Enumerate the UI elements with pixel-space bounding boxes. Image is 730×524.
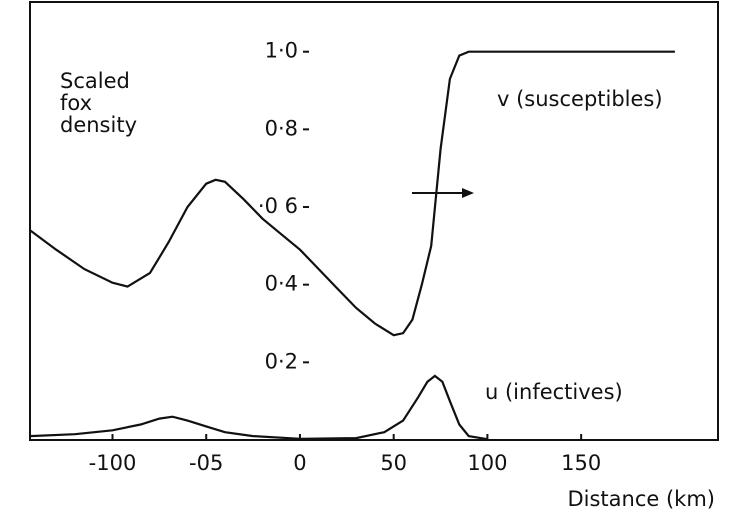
y-label-line: Scaled — [60, 69, 130, 93]
y-label-line: fox — [60, 91, 92, 115]
x-tick-label: 0 — [293, 451, 306, 475]
x-tick-label: -100 — [89, 451, 137, 475]
x-tick-label: 150 — [561, 451, 601, 475]
series-line — [29, 50, 675, 337]
x-tick-label: -05 — [189, 451, 223, 475]
x-tick-label: 100 — [467, 451, 507, 475]
series-line — [29, 374, 488, 441]
series-label: u (infectives) — [485, 380, 623, 404]
plot-frame — [29, 1, 719, 441]
y-tick-label: ·0 6 — [258, 194, 298, 218]
y-tick-label: 0·8 — [265, 116, 298, 140]
y-tick-label: 1·0 — [265, 39, 298, 63]
speed-arrow — [412, 188, 474, 198]
x-tick-label: 50 — [380, 451, 407, 475]
x-axis-label: Distance (km) — [567, 487, 715, 511]
series-label: v (susceptibles) — [497, 87, 663, 111]
y-tick-label: 0·2 — [265, 349, 298, 373]
y-label-line: density — [60, 113, 137, 137]
y-tick-label: 0·4 — [265, 272, 298, 296]
